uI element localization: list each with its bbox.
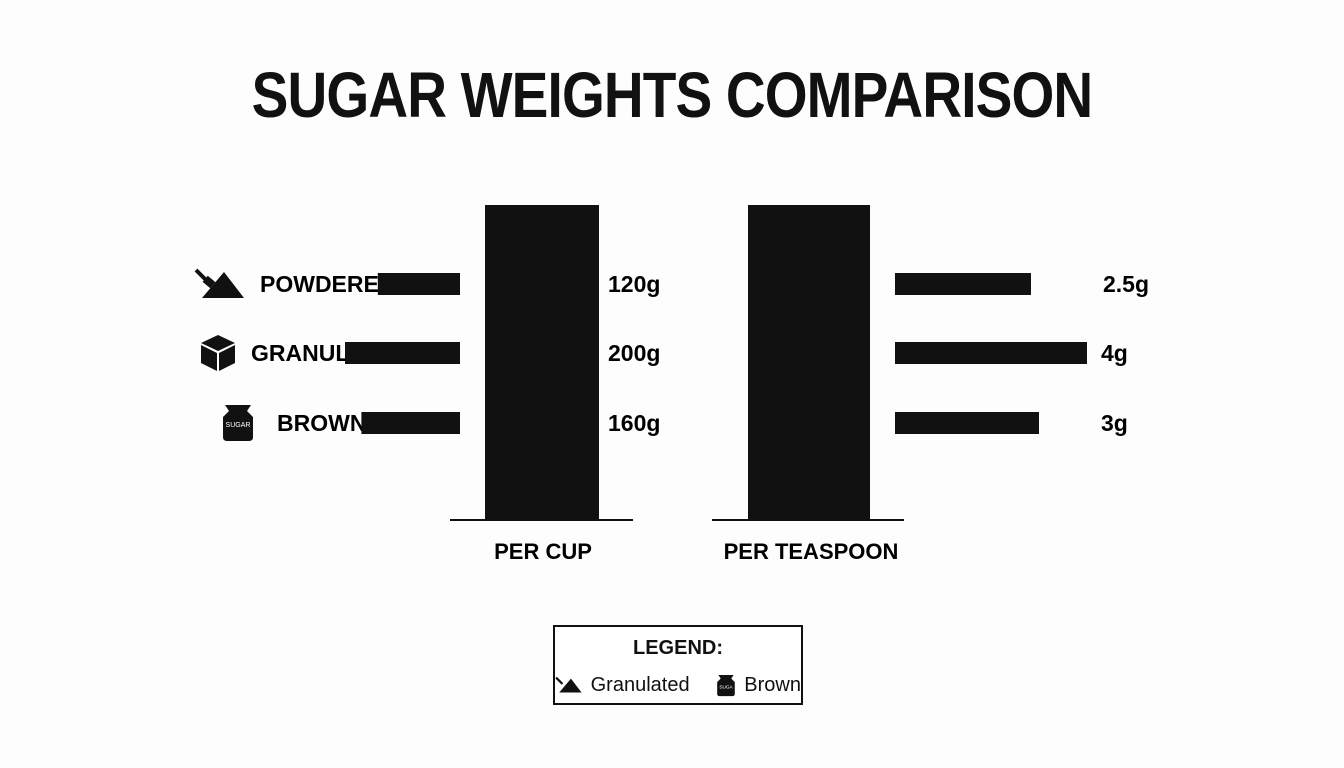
- sugar-cube-icon: [201, 335, 235, 371]
- bar-per-cup-powdered: [377, 273, 460, 295]
- value-label-per-teaspoon-powdered: 2.5g: [1103, 271, 1149, 297]
- teaspoon-column: [748, 205, 870, 520]
- category-label-powdered: POWDERED: [260, 271, 395, 297]
- powdered-sugar-icon: [555, 676, 582, 693]
- bar-per-teaspoon-granulated: [895, 342, 1087, 364]
- value-label-per-cup-granulated: 200g: [608, 340, 660, 366]
- bar-chart: PER CUP PER TEASPOON SUGAR POWDEREDGRANU…: [194, 205, 1149, 564]
- bar-per-cup-granulated: [345, 342, 460, 364]
- chart-title: SUGAR WEIGHTS COMPARISON: [251, 59, 1094, 131]
- svg-text:SUGA: SUGA: [720, 685, 734, 690]
- group-label-per-cup: PER CUP: [494, 539, 592, 564]
- sugar-bag-icon: SUGA: [717, 675, 736, 697]
- value-label-per-teaspoon-granulated: 4g: [1101, 340, 1128, 366]
- powdered-sugar-icon: [194, 268, 244, 298]
- value-label-per-cup-powdered: 120g: [608, 271, 660, 297]
- bar-per-cup-brown: [361, 412, 460, 434]
- legend: LEGEND: Granulated SUGA Brown: [553, 625, 803, 705]
- svg-text:SUGAR: SUGAR: [226, 422, 251, 429]
- sugar-bag-icon: SUGAR: [223, 405, 253, 441]
- value-label-per-teaspoon-brown: 3g: [1101, 410, 1128, 436]
- value-label-per-cup-brown: 160g: [608, 410, 660, 436]
- legend-item-brown: Brown: [744, 673, 801, 696]
- legend-item-granulated: Granulated: [590, 673, 690, 696]
- group-label-per-teaspoon: PER TEASPOON: [724, 539, 899, 564]
- bar-per-teaspoon-brown: [895, 412, 1039, 434]
- bar-per-teaspoon-powdered: [895, 273, 1031, 295]
- cup-column: [485, 205, 599, 520]
- legend-title: LEGEND:: [633, 637, 723, 659]
- category-label-brown: BROWN: [277, 410, 366, 436]
